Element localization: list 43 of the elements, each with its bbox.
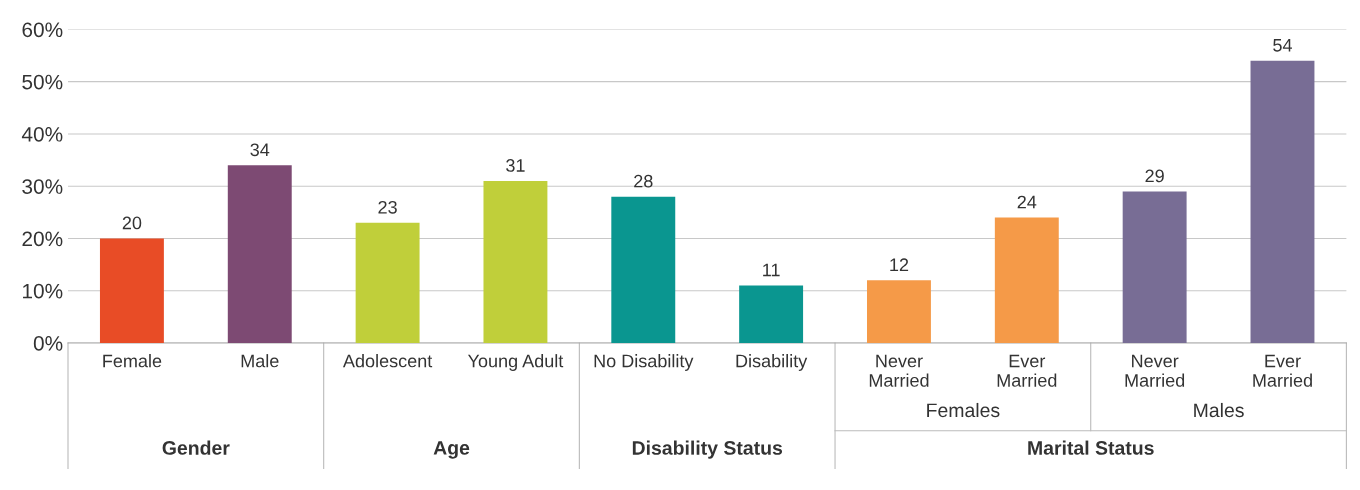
text: Marital Status [1028,440,1154,455]
data-label: 28 [634,174,653,188]
text: Disability Status [632,440,783,459]
bar [611,196,676,343]
data-label: 11 [763,263,780,277]
data-label: 34 [250,143,270,157]
y-tick-label: 10% [23,283,63,299]
text: Gender [162,440,230,455]
data-label: 20 [122,216,142,230]
x-tick-label: Female [103,354,162,368]
x-tick-label: Never Married [1125,354,1185,387]
x-tick-label: Adolescent [342,354,433,368]
y-tick-label: 40% [21,126,63,142]
data-label: 24 [1017,195,1037,209]
y-tick-label: 50% [22,74,63,90]
text: Males [1194,402,1244,418]
data-label: 12 [890,258,909,271]
bar [483,180,548,343]
bar [994,217,1059,343]
bar [739,285,804,343]
x-tick-label: Never Married [869,354,929,387]
data-label: 54 [1273,39,1292,52]
x-tick-label: Ever Married [997,354,1057,387]
data-label: 29 [1145,169,1164,183]
x-tick-label: Male [241,354,279,368]
y-tick-label: 30% [22,179,63,194]
x-tick-label: Disability [736,354,808,371]
bar [1122,191,1187,343]
text: Age [433,441,470,459]
x-tick-label: Ever Married [1253,354,1312,387]
y-tick-label: 20% [22,231,63,247]
y-tick-label: 60% [22,22,63,38]
data-label: 23 [378,200,397,214]
bar [867,280,931,343]
bar [99,238,164,343]
text: Females [927,402,1000,418]
x-tick-label: Young Adult [467,354,564,371]
bar [227,165,292,343]
bar [355,222,420,343]
x-tick-label: No Disability [594,354,694,371]
y-tick-label: 0% [33,336,63,351]
data-label: 31 [506,159,525,172]
bar [1250,60,1315,343]
